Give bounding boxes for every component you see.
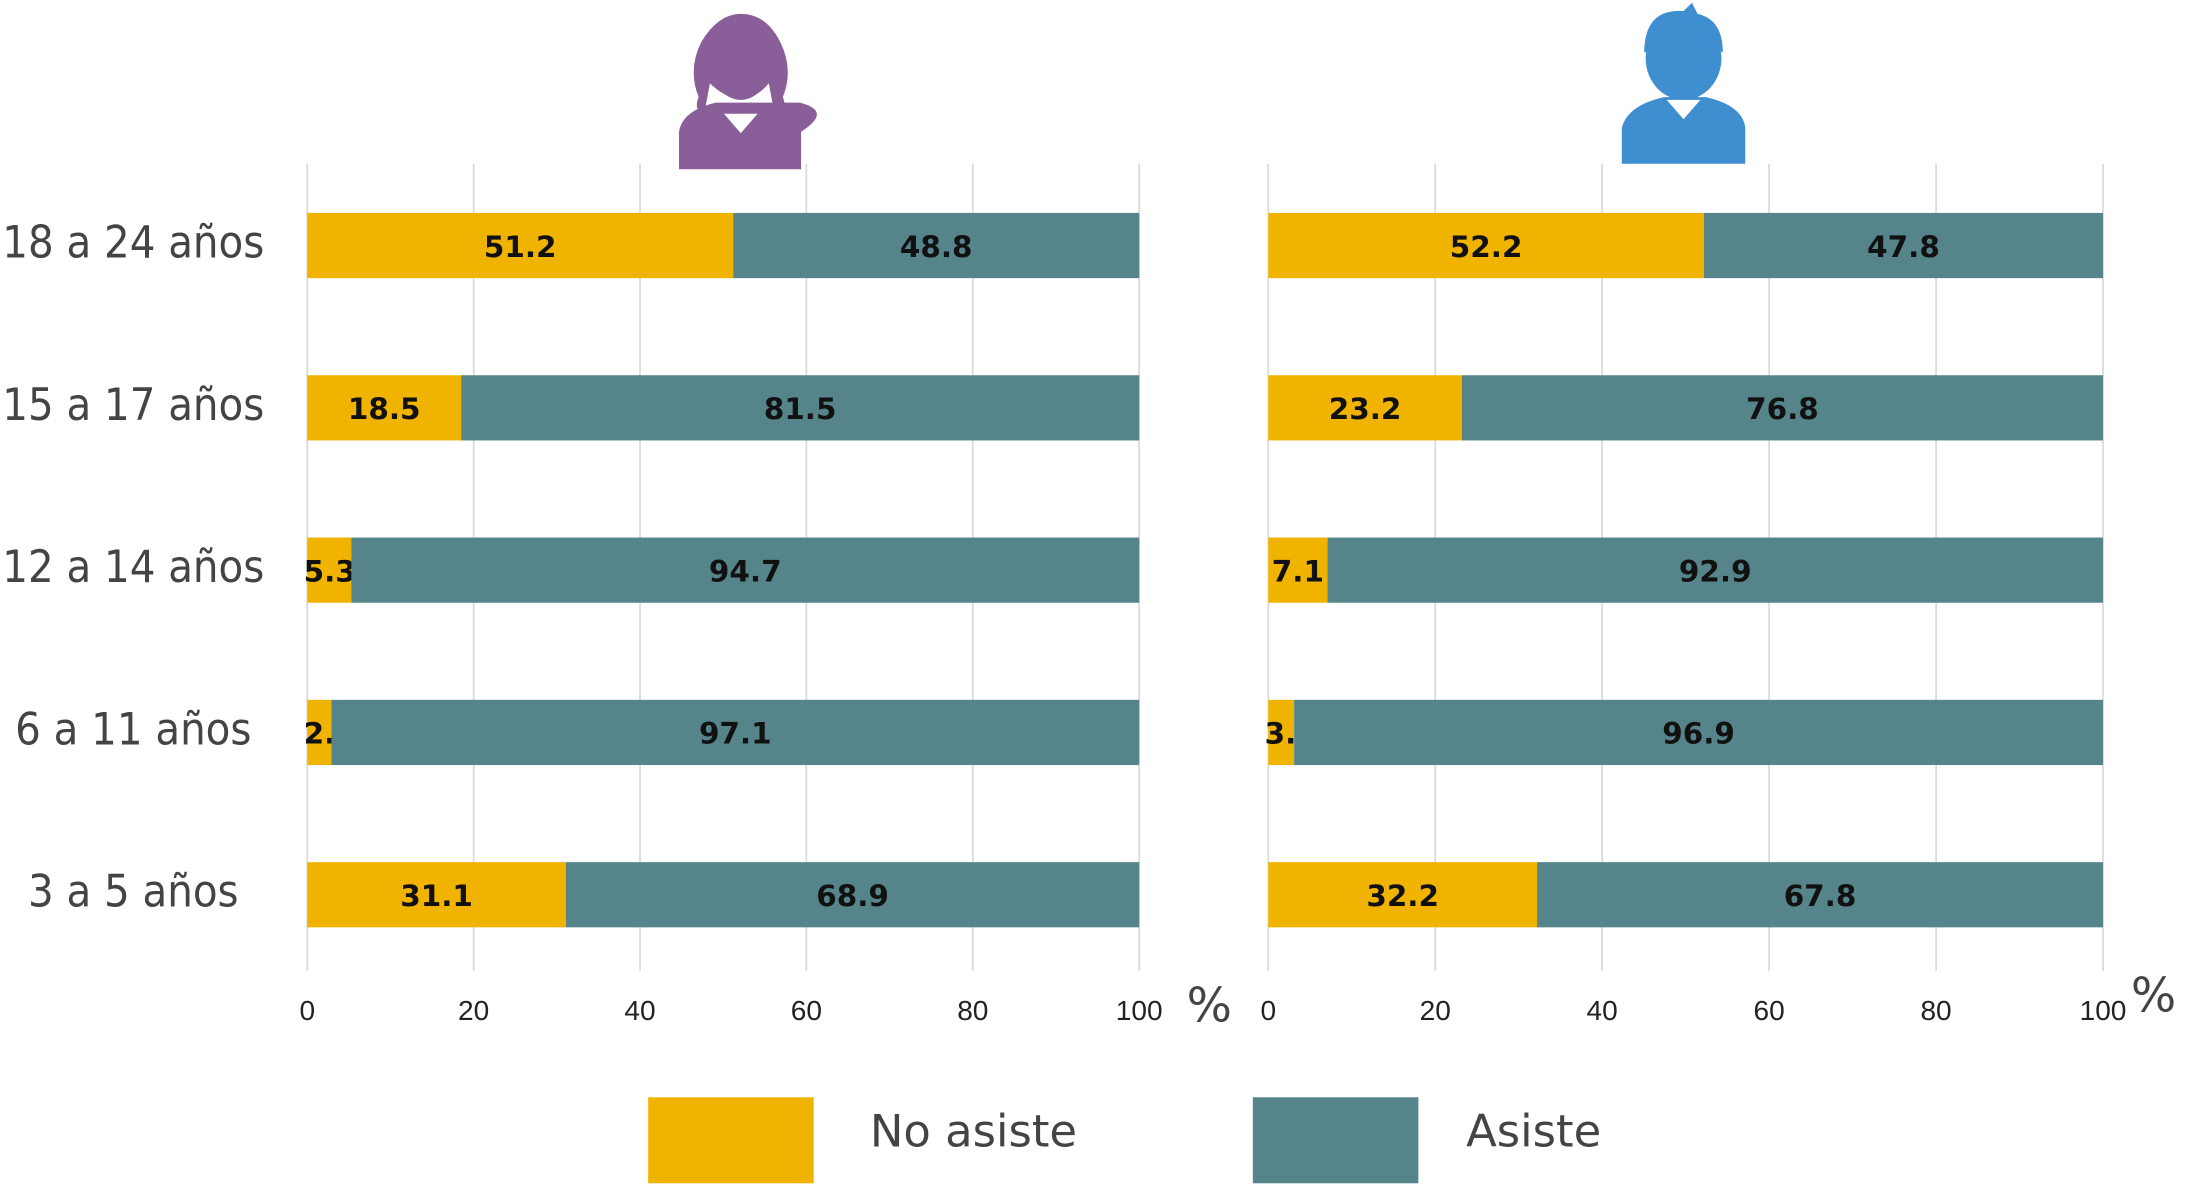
bar-segment <box>1268 862 1538 928</box>
value-label: 94.7 <box>709 555 782 589</box>
value-label: 92.9 <box>1679 555 1752 589</box>
value-label: 32.2 <box>1366 879 1439 913</box>
value-label: 18.5 <box>348 392 421 426</box>
bar-segment <box>1704 212 2104 279</box>
x-tick-label: 40 <box>1587 995 1618 1026</box>
x-tick-label: 80 <box>957 995 988 1026</box>
bar-segment <box>733 212 1140 279</box>
x-tick-label: 20 <box>458 995 489 1026</box>
x-tick-label: 60 <box>791 995 822 1026</box>
value-label: 7.1 <box>1272 555 1324 589</box>
bar-segment <box>1268 699 1295 766</box>
x-tick-label: 40 <box>624 995 655 1026</box>
value-label: 31.1 <box>400 879 473 913</box>
x-tick-label: 0 <box>1260 995 1276 1026</box>
legend-label: Asiste <box>1466 1106 1601 1158</box>
legend-swatch <box>1252 1097 1419 1184</box>
value-label: 52.2 <box>1450 230 1523 264</box>
category-label: 6 a 11 años <box>15 704 251 756</box>
x-tick-label: 60 <box>1754 995 1785 1026</box>
bar-segment <box>307 212 734 279</box>
x-tick-label: 80 <box>1920 995 1951 1026</box>
bar-segment <box>331 699 1140 766</box>
female-icon <box>679 13 817 170</box>
bar-segment <box>565 862 1140 928</box>
bar-segment <box>1327 537 2104 603</box>
bar-segment <box>307 862 566 928</box>
category-label: 18 a 24 años <box>2 217 264 269</box>
x-axis-label: % <box>1187 979 1232 1034</box>
bar-segment <box>1268 212 1705 279</box>
bar-segment <box>1268 537 1328 603</box>
bar-segment <box>307 537 352 603</box>
value-label: 68.9 <box>816 879 889 913</box>
bar-segment <box>307 699 332 766</box>
category-label: 15 a 17 años <box>2 379 264 431</box>
x-tick-label: 100 <box>1116 995 1163 1026</box>
value-label: 67.8 <box>1784 879 1857 913</box>
value-label: 23.2 <box>1329 392 1402 426</box>
category-label: 3 a 5 años <box>28 866 239 918</box>
legend-swatch <box>648 1097 814 1184</box>
value-label: 47.8 <box>1867 230 1940 264</box>
bar-segment <box>1537 862 2104 928</box>
value-label: 97.1 <box>699 717 772 751</box>
bar-segment <box>1461 375 2104 441</box>
bar-segment <box>1268 375 1462 441</box>
bar-segment <box>351 537 1140 603</box>
x-axis-label: % <box>2131 969 2176 1024</box>
value-label: 81.5 <box>764 392 837 426</box>
value-label: 48.8 <box>900 230 973 264</box>
value-label: 51.2 <box>484 230 557 264</box>
bar-segment <box>1294 699 2104 766</box>
bar-segment <box>307 375 462 441</box>
value-label: 76.8 <box>1746 392 1819 426</box>
bar-segment <box>461 375 1140 441</box>
x-tick-label: 100 <box>2080 995 2127 1026</box>
value-label: 96.9 <box>1662 717 1735 751</box>
male-icon <box>1621 2 1746 164</box>
legend-label: No asiste <box>870 1106 1077 1158</box>
x-tick-label: 0 <box>299 995 315 1026</box>
category-label: 12 a 14 años <box>2 541 264 593</box>
value-label: 5.3 <box>304 555 356 589</box>
x-tick-label: 20 <box>1420 995 1451 1026</box>
